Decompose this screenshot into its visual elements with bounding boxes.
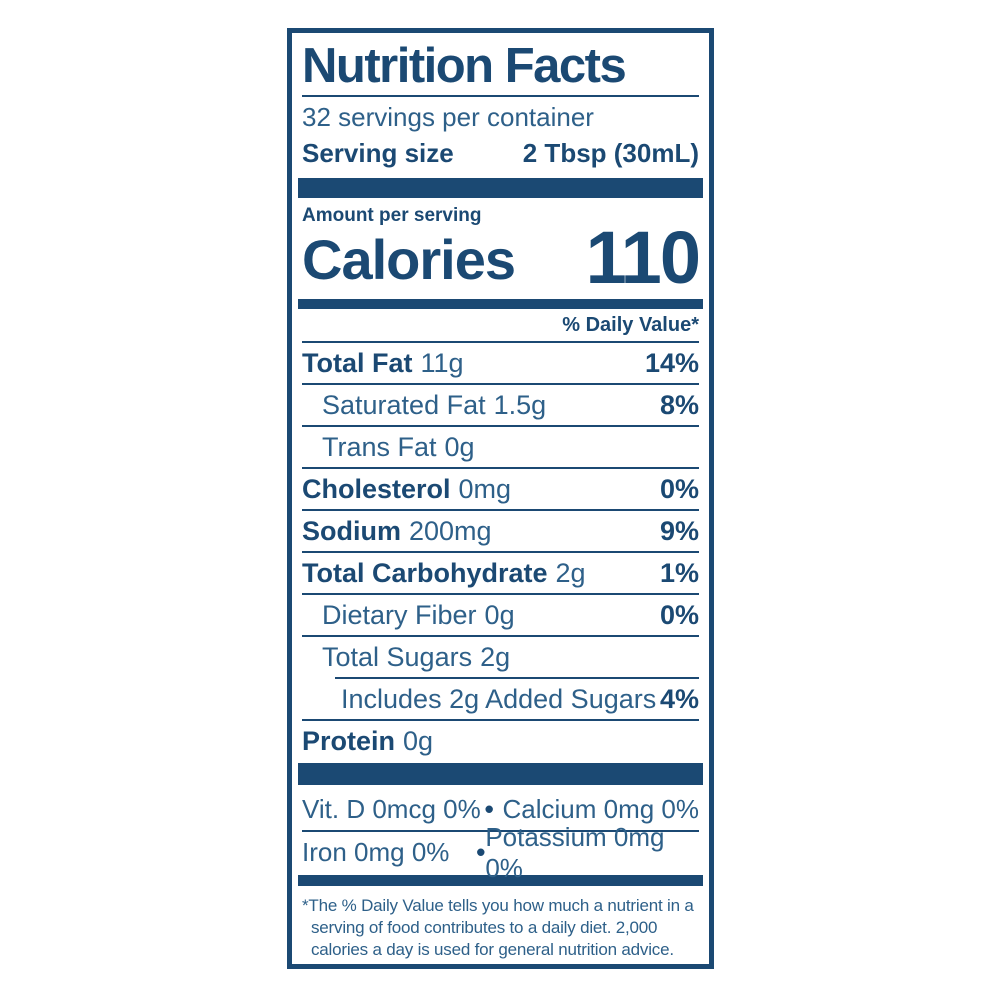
nutrient-divider <box>302 425 699 427</box>
nutrient-daily-value: 9% <box>659 515 699 546</box>
nutrient-row: Dietary Fiber 0g 0% <box>302 595 699 635</box>
micronutrient-left: Vit. D 0mcg 0% <box>302 794 481 824</box>
nutrient-daily-value: 8% <box>659 389 699 420</box>
nutrient-amount: 0g <box>484 599 515 630</box>
calories-label: Calories <box>302 228 516 291</box>
nutrient-name: Cholesterol <box>302 473 451 504</box>
section-bar-thick <box>298 178 703 198</box>
section-bar-medium <box>298 299 703 309</box>
nutrient-name: Protein <box>302 725 396 756</box>
nutrition-facts-label: Nutrition Facts 32 servings per containe… <box>287 28 714 969</box>
nutrient-amount: 200mg <box>409 515 492 546</box>
nutrient-daily-value: 0% <box>659 599 699 630</box>
nutrient-row: Total Carbohydrate 2g 1% <box>302 553 699 593</box>
footnote-line: *The % Daily Value tells you how much a … <box>302 896 694 915</box>
nutrient-row: Total Sugars 2g <box>302 637 699 677</box>
nutrient-row: Trans Fat 0g <box>302 427 699 467</box>
nutrient-daily-value: 14% <box>644 347 699 378</box>
micronutrient-right: Calcium 0mg 0% <box>502 794 699 824</box>
serving-size-row: Serving size 2 Tbsp (30mL) <box>302 135 699 171</box>
nutrient-rows: Total Fat 11g 14% Saturated Fat 1.5g 8% … <box>302 343 699 761</box>
nutrient-amount: 0g <box>403 725 434 756</box>
nutrient-row: Cholesterol 0mg 0% <box>302 469 699 509</box>
micronutrient-left: Iron 0mg 0% <box>302 837 450 867</box>
nutrient-amount: 11g <box>420 347 464 378</box>
divider-under-title <box>302 95 699 97</box>
nutrient-name: Total Fat <box>302 347 413 378</box>
nutrient-divider <box>302 551 699 553</box>
nutrient-row: Saturated Fat 1.5g 8% <box>302 385 699 425</box>
nutrient-daily-value: 4% <box>659 683 699 714</box>
micronutrient-row: Iron 0mg 0% • Potassium 0mg 0% <box>302 822 699 883</box>
serving-size-value: 2 Tbsp (30mL) <box>522 138 699 168</box>
serving-size-label: Serving size <box>302 138 454 168</box>
calories-value: 110 <box>585 216 701 299</box>
nutrient-divider <box>302 383 699 385</box>
nutrient-name: Trans Fat <box>322 431 437 462</box>
micronutrient-right: Potassium 0mg 0% <box>485 821 665 883</box>
nutrient-divider <box>302 509 699 511</box>
micronutrient-divider <box>302 830 699 832</box>
footnote-line: serving of food contributes to a daily d… <box>311 918 658 937</box>
nutrient-daily-value: 0% <box>659 473 699 504</box>
section-bar-bottom <box>298 875 703 886</box>
nutrient-amount: 0g <box>444 431 475 462</box>
nutrient-name: Total Carbohydrate <box>302 557 548 588</box>
calories-row: Calories 110 <box>302 216 701 299</box>
nutrient-daily-value: 1% <box>659 557 699 588</box>
nutrient-divider <box>302 635 699 637</box>
nutrient-name: Dietary Fiber <box>322 599 477 630</box>
bullet-separator-icon: • <box>476 837 486 867</box>
nutrient-divider <box>302 467 699 469</box>
servings-per-container: 32 servings per container <box>302 102 594 132</box>
nutrient-name: Sodium <box>302 515 401 546</box>
nutrient-amount: 0mg <box>458 473 512 504</box>
nutrient-divider <box>335 677 699 679</box>
footnote: *The % Daily Value tells you how much a … <box>302 895 699 961</box>
nutrient-amount: 1.5g <box>493 389 547 420</box>
nutrient-name: Includes 2g Added Sugars <box>341 683 657 714</box>
daily-value-header: % Daily Value* <box>562 314 699 336</box>
label-title: Nutrition Facts <box>302 39 627 93</box>
section-bar-after-protein <box>298 763 703 785</box>
divider-under-dv-header <box>302 341 699 343</box>
micronutrient-row: Vit. D 0mcg 0% • Calcium 0mg 0% <box>302 789 699 830</box>
bullet-separator-icon: • <box>484 794 494 824</box>
nutrient-row: Protein 0g <box>302 721 699 761</box>
nutrient-row: Total Fat 11g 14% <box>302 343 699 383</box>
micronutrient-rows: Vit. D 0mcg 0% • Calcium 0mg 0% Iron 0mg… <box>302 789 699 883</box>
nutrient-amount: 2g <box>480 641 511 672</box>
amount-per-serving-label: Amount per serving <box>302 205 482 226</box>
nutrient-row: Includes 2g Added Sugars 4% <box>302 679 699 719</box>
nutrient-name: Saturated Fat <box>322 389 486 420</box>
nutrient-row: Sodium 200mg 9% <box>302 511 699 551</box>
nutrient-name: Total Sugars <box>322 641 473 672</box>
nutrient-amount: 2g <box>555 557 586 588</box>
nutrient-divider <box>302 593 699 595</box>
nutrient-divider <box>302 719 699 721</box>
footnote-line: calories a day is used for general nutri… <box>311 940 674 959</box>
